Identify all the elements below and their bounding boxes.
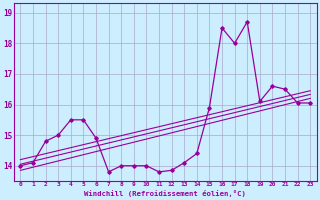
X-axis label: Windchill (Refroidissement éolien,°C): Windchill (Refroidissement éolien,°C): [84, 190, 246, 197]
